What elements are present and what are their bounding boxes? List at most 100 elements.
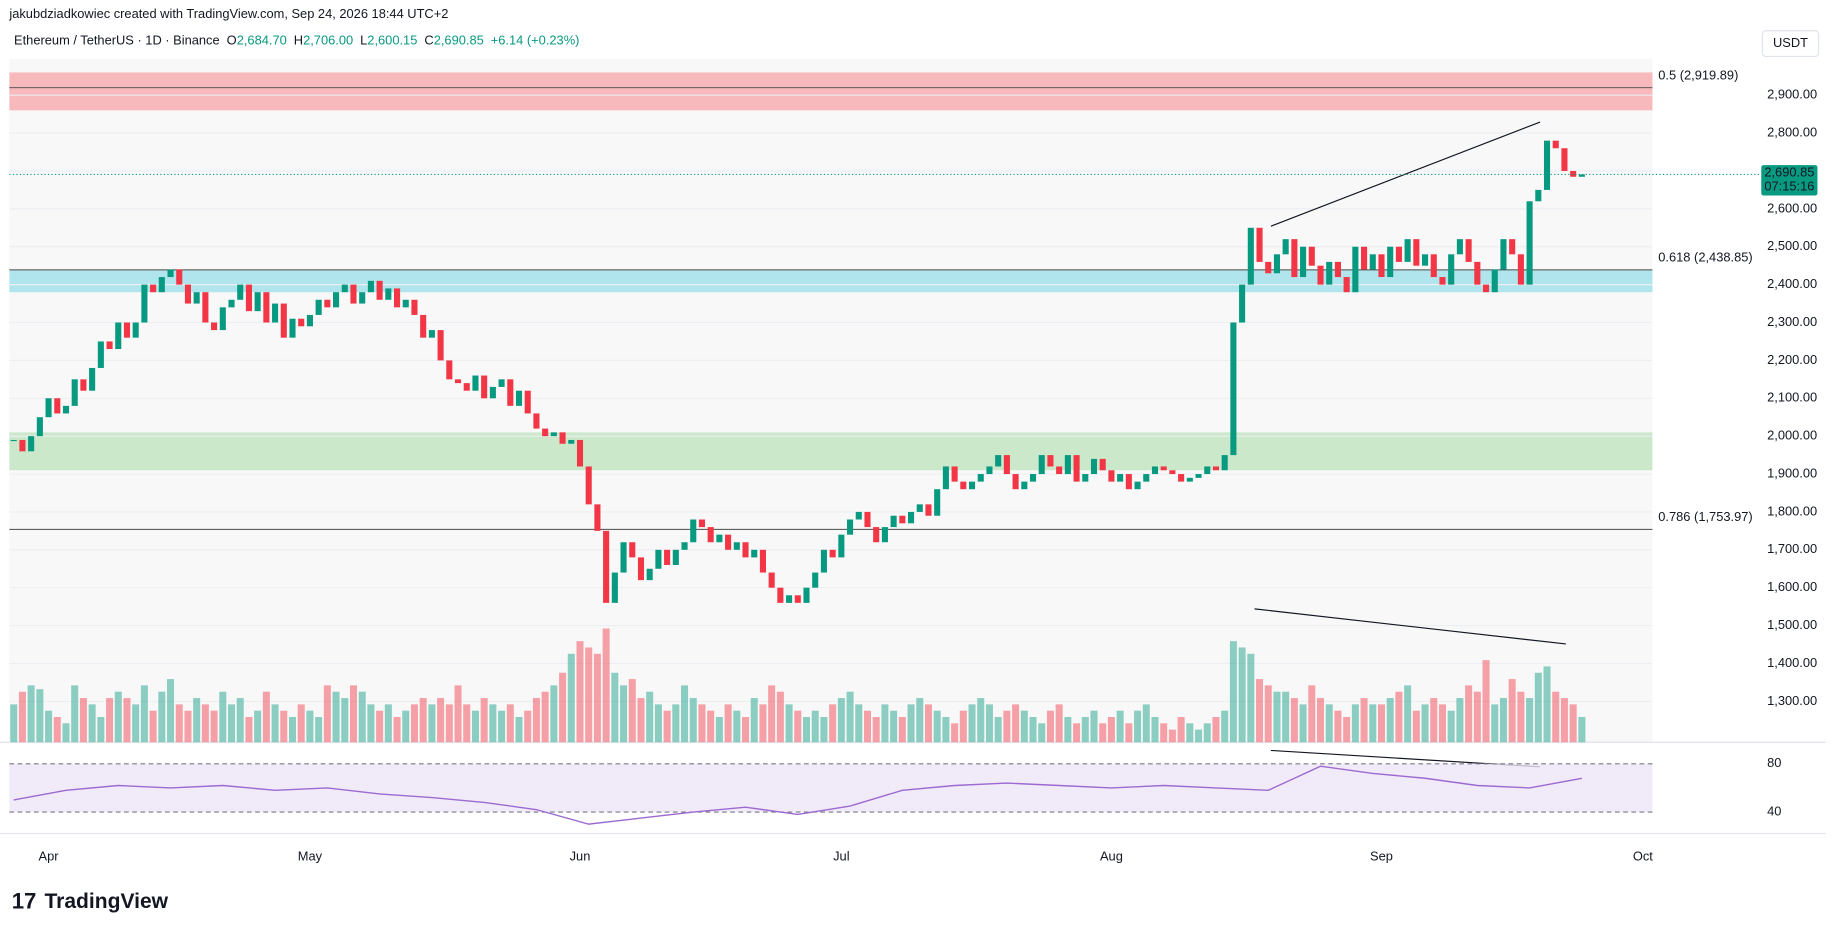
candle-body <box>1326 261 1333 285</box>
candle-body <box>489 386 496 399</box>
volume-bar <box>210 710 218 743</box>
candle-body <box>1064 455 1071 475</box>
candle-body <box>1265 261 1272 274</box>
volume-bar <box>306 710 314 743</box>
volume-bar <box>532 698 540 743</box>
candle-body <box>942 466 949 490</box>
volume-bar <box>1125 723 1133 743</box>
volume-bar <box>1221 710 1229 743</box>
candle-body <box>211 322 218 331</box>
y-tick-label: 2,200.00 <box>1767 352 1817 367</box>
candle-body <box>1239 284 1246 323</box>
candle-body <box>376 280 383 300</box>
candle-body <box>777 587 784 603</box>
y-tick-label: 1,800.00 <box>1767 503 1817 518</box>
candle-body <box>960 481 967 490</box>
volume-bar <box>358 691 366 743</box>
plot-bg <box>9 58 1653 743</box>
candle-body <box>934 489 941 516</box>
volume-bar <box>707 710 715 743</box>
volume-bar <box>646 691 654 743</box>
volume-bar <box>167 679 175 743</box>
volume-bar <box>1116 710 1124 743</box>
x-tick-label: Apr <box>39 848 60 863</box>
volume-bar <box>820 716 828 743</box>
candle-body <box>1108 470 1115 482</box>
volume-bar <box>280 710 288 743</box>
volume-bar <box>1499 698 1507 743</box>
candle-body <box>324 299 331 308</box>
candle-body <box>559 432 566 444</box>
candle-body <box>10 439 17 442</box>
candle-body <box>36 417 43 437</box>
volume-bar <box>480 698 488 743</box>
volume-bar <box>1473 691 1481 743</box>
volume-bar <box>498 710 506 743</box>
candle-body <box>385 288 392 300</box>
candle-body <box>463 383 470 391</box>
candle-body <box>1300 246 1307 278</box>
candle-body <box>245 284 252 312</box>
candle-body <box>1038 455 1045 475</box>
candle-body <box>167 269 174 278</box>
volume-bar <box>541 691 549 743</box>
volume-bar <box>1290 698 1298 743</box>
volume-bar <box>1168 729 1176 743</box>
volume-bar <box>1377 704 1386 743</box>
volume-bar <box>550 685 558 743</box>
candle-body <box>202 292 209 323</box>
volume-bar <box>951 723 959 743</box>
candle-body <box>1448 254 1455 285</box>
volume-bar <box>742 716 750 743</box>
candle-body <box>1230 322 1237 456</box>
candle-body <box>899 515 906 524</box>
candle-body <box>576 439 584 467</box>
volume-bar <box>1508 679 1516 743</box>
candle-body <box>637 557 645 581</box>
candle-body <box>986 466 993 475</box>
candle-body <box>890 515 897 528</box>
candle-body <box>1073 455 1080 482</box>
zone <box>9 432 1653 471</box>
volume-bar <box>53 716 61 743</box>
candle-body <box>533 413 540 429</box>
volume-bar <box>1491 704 1499 743</box>
volume-bar <box>236 698 244 743</box>
volume-bar <box>140 685 148 743</box>
volume-bar <box>654 704 662 743</box>
volume-bar <box>384 704 392 743</box>
currency-box[interactable] <box>1761 30 1820 58</box>
legend-value: 2,684.70 <box>237 33 287 48</box>
candle-body <box>873 527 880 543</box>
legend-value: 2,706.00 <box>303 33 353 48</box>
candle-body <box>1334 261 1341 278</box>
y-tick-label: 1,900.00 <box>1767 465 1817 480</box>
candle-body <box>1404 239 1411 262</box>
volume-bar <box>463 704 471 743</box>
volume-bar <box>1038 723 1046 743</box>
brand: TradingView <box>44 890 168 913</box>
candle-body <box>585 466 592 505</box>
volume-bar <box>175 704 183 743</box>
candle-body <box>1456 239 1463 255</box>
volume-bar <box>611 672 619 743</box>
volume-bar <box>890 710 898 743</box>
candle-body <box>263 292 270 323</box>
candle-body <box>446 360 453 380</box>
candle-body <box>1369 254 1376 270</box>
volume-bar <box>1430 698 1438 743</box>
candle-body <box>420 314 427 338</box>
x-tick-label: Sep <box>1370 848 1393 863</box>
candle-body <box>864 511 871 528</box>
candle-body <box>28 436 35 452</box>
candle-body <box>1256 227 1263 262</box>
candle-body <box>646 568 653 581</box>
candle-body <box>812 572 819 588</box>
candle-body <box>184 284 191 304</box>
candle-body <box>1151 466 1159 475</box>
y-tick-label: 1,600.00 <box>1767 579 1817 594</box>
candle-body <box>794 595 801 603</box>
candle-body <box>786 595 793 603</box>
volume-bar <box>985 704 993 743</box>
volume-bar <box>776 691 784 743</box>
